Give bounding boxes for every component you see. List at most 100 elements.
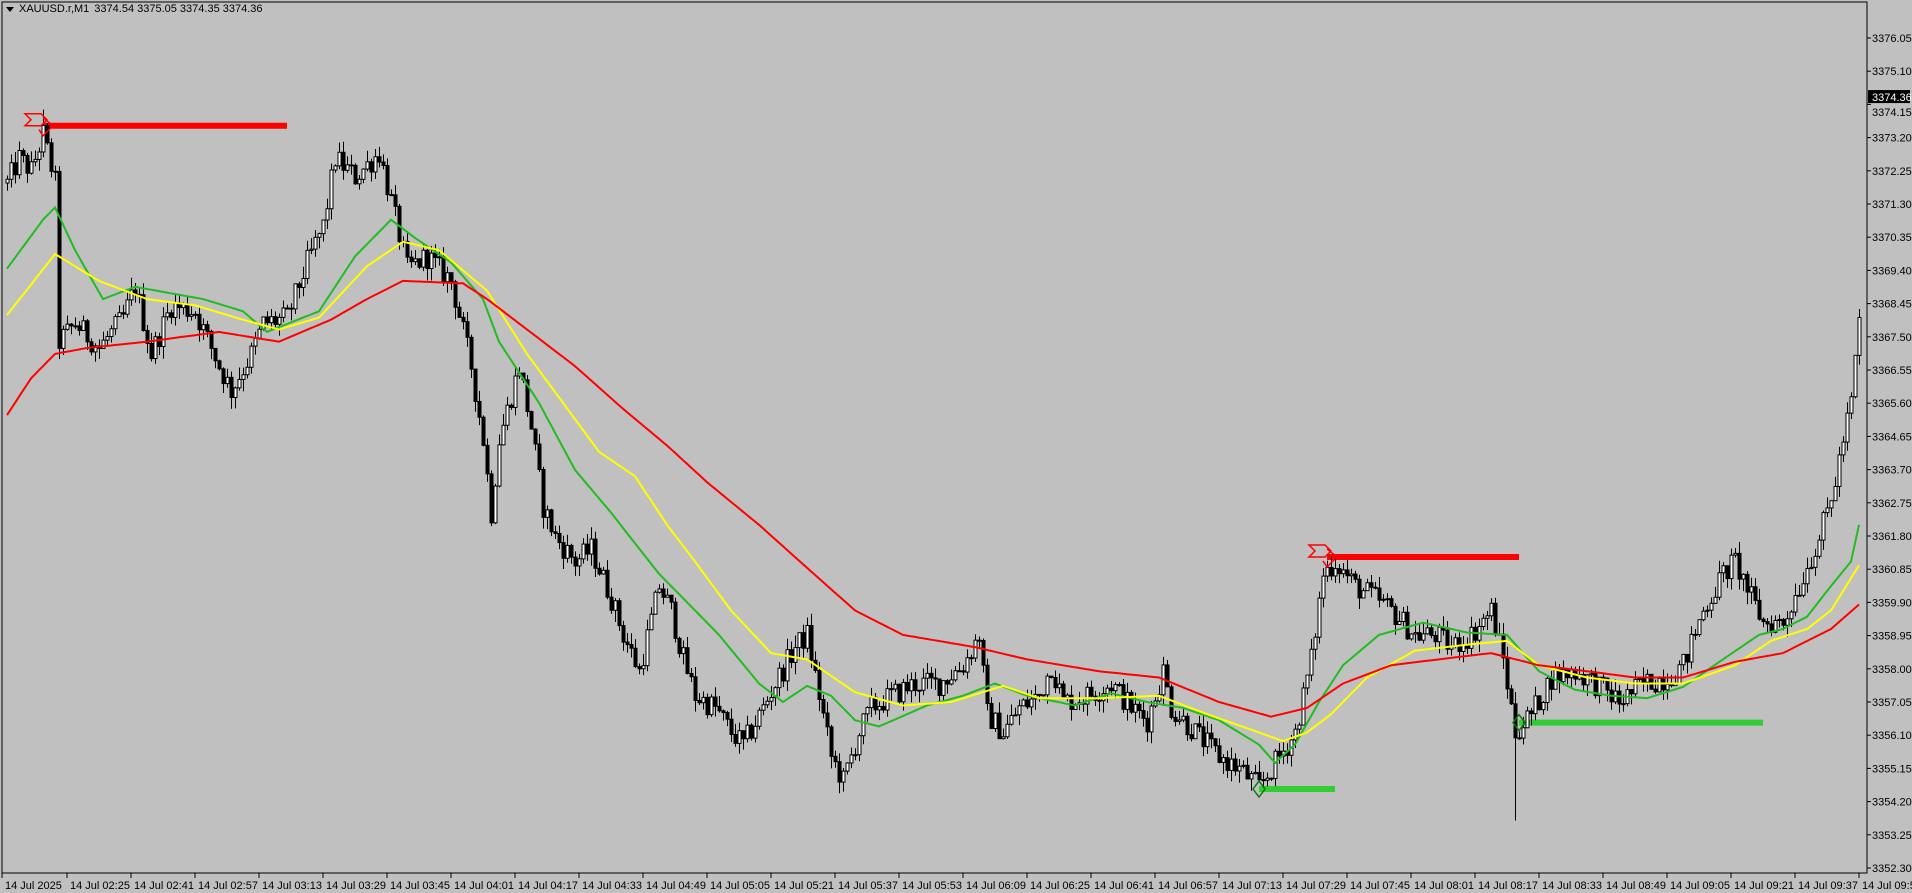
price-tick-label: 3362.75: [1872, 498, 1912, 510]
bear-candle: [1641, 677, 1646, 683]
bull-candle: [545, 509, 550, 518]
bull-candle: [757, 709, 762, 727]
bear-candle: [733, 733, 738, 744]
time-tick-label: 14 Jul 07:45: [1350, 880, 1410, 892]
bull-candle: [577, 558, 582, 567]
bear-candle: [405, 240, 410, 258]
bull-candle: [565, 544, 570, 559]
bull-candle: [1677, 664, 1682, 684]
bull-candle: [1821, 512, 1826, 541]
bull-candle: [101, 339, 106, 349]
bear-candle: [1225, 757, 1230, 771]
bear-candle: [537, 443, 542, 471]
bear-candle: [801, 632, 806, 649]
bear-candle: [169, 312, 174, 318]
bear-candle: [1649, 673, 1654, 690]
bull-candle: [1801, 583, 1806, 596]
price-tick-label: 3375.10: [1872, 66, 1912, 78]
bull-candle: [1805, 568, 1810, 585]
bull-candle: [81, 320, 86, 331]
bull-candle: [1777, 618, 1782, 621]
price-axis[interactable]: 3376.05 3375.10 3374.15 3373.20 3372.25 3371.…: [1867, 33, 1912, 875]
sell-arrow-icon: [38, 117, 55, 137]
bear-candle: [677, 637, 682, 655]
bull-candle: [245, 366, 250, 376]
bear-candle: [1529, 710, 1534, 715]
bull-candle: [805, 625, 810, 649]
symbol-label: XAUUSD.r,M1: [19, 3, 90, 15]
bull-candle: [445, 272, 450, 283]
bear-candle: [569, 544, 574, 558]
bull-candle: [653, 591, 658, 615]
triangle-down-icon[interactable]: [6, 6, 14, 12]
bull-candle: [413, 258, 418, 263]
bear-candle: [1197, 723, 1202, 728]
bull-candle: [233, 387, 238, 399]
bull-candle: [1413, 632, 1418, 635]
bear-candle: [481, 416, 486, 446]
bear-candle: [1053, 677, 1058, 689]
levels-layer: [43, 122, 1763, 793]
bear-candle: [229, 376, 234, 399]
bear-candle: [1389, 598, 1394, 607]
bear-candle: [1137, 703, 1142, 712]
bear-candle: [1269, 777, 1274, 780]
bull-candle: [501, 424, 506, 446]
bear-candle: [1517, 737, 1522, 740]
bull-candle: [681, 647, 686, 655]
bull-candle: [505, 404, 510, 426]
bear-candle: [673, 601, 678, 639]
bear-candle: [1109, 687, 1114, 692]
bear-candle: [285, 307, 290, 310]
time-tick-label: 14 Jul 09:37: [1798, 880, 1858, 892]
bear-candle: [1737, 552, 1742, 580]
bear-candle: [809, 625, 814, 661]
bear-candle: [985, 664, 990, 705]
bull-candle: [329, 169, 334, 210]
time-tick-label: 14 Jul 08:49: [1606, 880, 1666, 892]
bull-candle: [1321, 575, 1326, 599]
bull-candle: [1481, 617, 1486, 627]
bull-candle: [153, 336, 158, 360]
bear-candle: [1605, 677, 1610, 691]
bull-candle: [293, 283, 298, 310]
bull-candle: [1113, 684, 1118, 692]
bull-candle: [1797, 594, 1802, 597]
bull-candle: [1489, 602, 1494, 617]
bull-candle: [641, 665, 646, 670]
bull-candle: [865, 707, 870, 715]
bull-candle: [893, 683, 898, 690]
bear-candle: [961, 670, 966, 673]
bear-candle: [605, 569, 610, 598]
bear-candle: [981, 639, 986, 666]
bull-candle: [301, 277, 306, 288]
bull-candle: [125, 299, 130, 315]
bear-candle: [1357, 578, 1362, 599]
bull-candle: [1665, 683, 1670, 691]
bull-candle: [257, 328, 262, 339]
bull-candle: [1469, 626, 1474, 649]
buy-arrow-icon: [1512, 713, 1526, 732]
bear-candle: [933, 677, 938, 680]
bear-candle: [625, 641, 630, 646]
bull-candle: [1305, 674, 1310, 689]
bull-candle: [361, 168, 366, 180]
bull-candle: [1721, 565, 1726, 574]
bear-candle: [1669, 683, 1674, 687]
bull-candle: [1385, 598, 1390, 601]
time-axis[interactable]: 14 Jul 2025 14 Jul 02:25 14 Jul 02:41 14 Ju…: [1, 873, 1912, 892]
bear-candle: [57, 170, 62, 349]
bull-candle: [1597, 676, 1602, 697]
bear-candle: [685, 647, 690, 674]
price-tick-label: 3358.00: [1872, 664, 1912, 676]
time-tick-label: 14 Jul 05:21: [774, 880, 834, 892]
bull-candle: [1117, 684, 1122, 687]
bull-candle: [1825, 507, 1830, 514]
bull-candle: [41, 124, 46, 153]
bull-candle: [861, 713, 866, 737]
moving-average-line-3: [6, 279, 1860, 718]
bear-candle: [837, 761, 842, 783]
bear-candle: [349, 164, 354, 167]
bull-candle: [225, 376, 230, 385]
